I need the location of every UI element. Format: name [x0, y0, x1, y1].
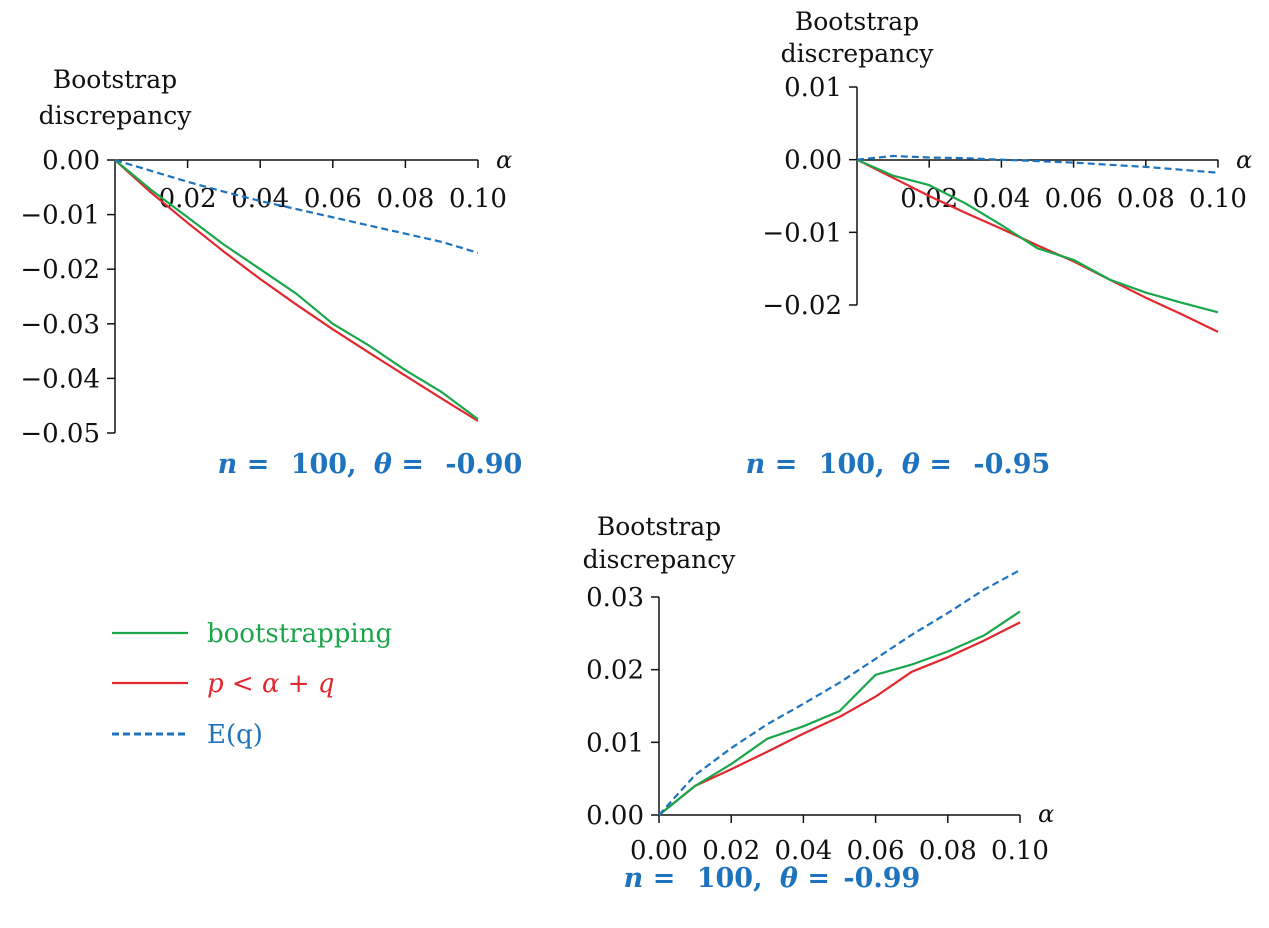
x-tick-label: 0.06	[304, 184, 362, 214]
y-ticks: 0.01 0.00 −0.01 −0.02	[762, 73, 857, 321]
x-ticks: 0.02 0.04 0.06 0.08 0.10	[900, 159, 1247, 214]
x-tick-label: 0.02	[702, 836, 760, 866]
y-tick-label: −0.05	[20, 419, 100, 449]
panel-theta-090: Bootstrap discrepancy α 0.02 0.04 0.06 0.08…	[20, 65, 522, 480]
x-tick-label: 0.02	[900, 184, 958, 214]
y-tick-label: 0.00	[586, 801, 644, 831]
x-tick-label: 0.06	[1045, 184, 1103, 214]
series-line-bootstrapping	[114, 159, 479, 421]
legend-entry-p-lt-alpha-q: p < α + q	[112, 669, 334, 699]
legend-label-bootstrapping: bootstrapping	[207, 619, 392, 649]
series-lines	[114, 158, 479, 422]
x-tick-label: 0.08	[376, 184, 434, 214]
y-axis-label-line1: Bootstrap	[53, 65, 177, 94]
x-ticks: 0.00 0.02 0.04 0.06 0.08 0.10	[630, 815, 1049, 866]
series-lines	[658, 569, 1021, 816]
series-line-bootstrapping	[856, 158, 1219, 314]
legend-entry-bootstrapping: bootstrapping	[112, 619, 392, 649]
x-ticks: 0.02 0.04 0.06 0.08 0.10	[159, 160, 507, 214]
series-line-bootstrapping	[658, 610, 1021, 816]
y-tick-label: −0.01	[762, 218, 842, 248]
x-tick-label: 0.10	[449, 184, 507, 214]
series-line-p-lt-alpha-q	[114, 159, 479, 422]
series-line-E-q	[658, 569, 1021, 816]
y-ticks: 0.00 −0.01 −0.02 −0.03 −0.04 −0.05	[20, 146, 115, 449]
y-tick-label: 0.03	[586, 583, 644, 613]
y-axis-label-line1: Bootstrap	[795, 7, 919, 36]
series-lines	[856, 154, 1219, 333]
x-tick-label: 0.10	[1189, 184, 1247, 214]
y-tick-label: 0.00	[42, 146, 100, 176]
y-axis-label-line2: discrepancy	[39, 101, 193, 130]
panel-caption: n = 100, θ = -0.95	[746, 449, 1051, 480]
x-tick-label: 0.04	[972, 184, 1030, 214]
y-tick-label: −0.02	[762, 291, 842, 321]
y-tick-label: 0.00	[784, 146, 842, 176]
series-line-E-q	[114, 158, 479, 254]
panel-theta-095: Bootstrap discrepancy α 0.02 0.04 0.06 0.08…	[746, 7, 1253, 480]
x-tick-label: 0.04	[774, 836, 832, 866]
x-tick-label: 0.08	[919, 836, 977, 866]
panel-caption: n = 100, θ = -0.99	[624, 863, 921, 894]
series-line-E-q	[856, 154, 1219, 174]
x-tick-label: 0.06	[847, 836, 905, 866]
x-axis-alpha-label: α	[1038, 800, 1054, 828]
y-tick-label: −0.03	[20, 310, 100, 340]
legend-label-p-lt-alpha-q: p < α + q	[207, 669, 334, 699]
panel-theta-099: Bootstrap discrepancy α 0.00 0.02 0.04 0.06…	[583, 512, 1055, 894]
panel-caption: n = 100, θ = -0.90	[218, 449, 523, 480]
y-axis-label-line2: discrepancy	[583, 545, 737, 574]
y-axis-label-line2: discrepancy	[781, 39, 935, 68]
legend-label-E-q: E(q)	[207, 720, 263, 750]
y-tick-label: 0.01	[586, 728, 644, 758]
y-ticks: 0.03 0.02 0.01 0.00	[586, 583, 659, 831]
y-tick-label: −0.02	[20, 255, 100, 285]
y-tick-label: −0.01	[20, 201, 100, 231]
x-tick-label: 0.10	[991, 836, 1049, 866]
y-tick-label: 0.02	[586, 656, 644, 686]
series-line-p-lt-alpha-q	[658, 621, 1021, 816]
x-tick-label: 0.04	[231, 184, 289, 214]
y-tick-label: −0.04	[20, 364, 100, 394]
legend-entry-E-q: E(q)	[112, 720, 263, 750]
x-tick-label: 0.00	[630, 836, 688, 866]
series-line-p-lt-alpha-q	[856, 158, 1219, 333]
x-tick-label: 0.08	[1117, 184, 1175, 214]
x-axis-alpha-label: α	[496, 146, 512, 174]
legend: bootstrapping p < α + q E(q)	[112, 619, 392, 750]
y-axis-label-line1: Bootstrap	[597, 512, 721, 541]
x-tick-label: 0.02	[159, 184, 217, 214]
x-axis-alpha-label: α	[1236, 146, 1252, 174]
y-tick-label: 0.01	[784, 73, 842, 103]
